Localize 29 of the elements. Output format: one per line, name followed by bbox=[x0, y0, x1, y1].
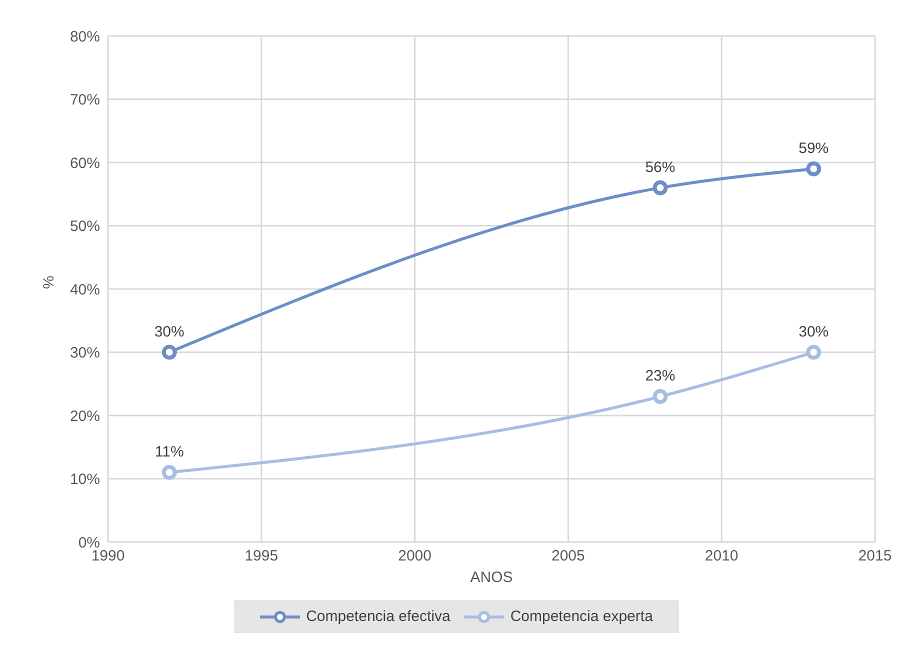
y-tick-label: 10% bbox=[70, 471, 100, 488]
y-tick-label: 50% bbox=[70, 218, 100, 236]
y-tick-label: 30% bbox=[70, 344, 100, 362]
x-tick-label: 2000 bbox=[398, 548, 432, 565]
data-label: 30% bbox=[154, 323, 184, 340]
y-axis-title: % bbox=[40, 276, 58, 289]
x-tick-label: 1995 bbox=[244, 548, 278, 565]
y-tick-label: 60% bbox=[70, 154, 100, 172]
point bbox=[652, 389, 668, 404]
data-label: 30% bbox=[798, 323, 829, 340]
y-tick-label: 20% bbox=[70, 408, 100, 425]
point bbox=[162, 344, 177, 360]
legend-label: Competencia efectiva bbox=[305, 608, 450, 625]
data-label: 11% bbox=[154, 443, 184, 460]
x-axis-title: ANOS bbox=[470, 569, 513, 586]
x-tick-label: 2010 bbox=[704, 548, 738, 565]
point bbox=[162, 464, 177, 480]
x-tick-label: 2015 bbox=[858, 548, 892, 565]
data-label: 59% bbox=[798, 140, 829, 157]
y-tick-label: 70% bbox=[70, 92, 100, 109]
y-tick-label: 80% bbox=[70, 28, 100, 46]
point bbox=[652, 180, 668, 196]
data-label: 56% bbox=[645, 158, 676, 176]
point bbox=[806, 344, 822, 360]
x-tick-label: 2005 bbox=[552, 548, 585, 565]
data-label: 23% bbox=[645, 368, 676, 385]
legend-label: Competencia experta bbox=[509, 608, 653, 625]
point bbox=[806, 161, 822, 176]
y-tick-label: 40% bbox=[70, 281, 100, 298]
